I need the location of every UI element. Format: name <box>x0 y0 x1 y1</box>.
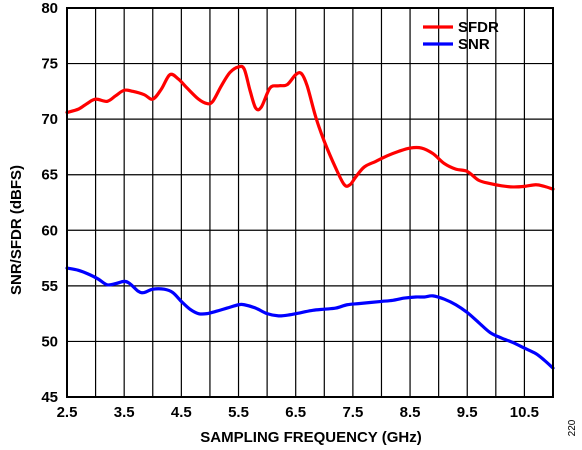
y-tick-label: 75 <box>41 56 58 73</box>
x-tick-label: 4.5 <box>171 404 192 421</box>
x-tick-label: 9.5 <box>457 404 478 421</box>
gridlines <box>66 7 554 398</box>
x-tick-label: 6.5 <box>285 404 306 421</box>
x-tick-label: 7.5 <box>342 404 363 421</box>
y-tick-label: 45 <box>41 389 58 406</box>
figure-id: 220 <box>567 419 578 436</box>
y-tick-label: 50 <box>41 333 58 350</box>
plot-frame <box>66 7 554 398</box>
y-tick-label: 80 <box>41 0 58 17</box>
x-tick-label: 2.5 <box>57 404 78 421</box>
x-tick-label: 5.5 <box>228 404 249 421</box>
x-tick-label: 8.5 <box>400 404 421 421</box>
legend-label-sfdr: SFDR <box>458 19 499 36</box>
series-line-sfdr <box>65 64 555 191</box>
series-line-snr <box>65 266 555 370</box>
x-tick-label: 3.5 <box>114 404 135 421</box>
series-lines <box>65 64 555 370</box>
x-axis-title: SAMPLING FREQUENCY (GHz) <box>200 429 421 446</box>
y-tick-label: 60 <box>41 222 58 239</box>
x-tick-labels: 2.5 3.5 4.5 5.5 6.5 7.5 8.5 9.5 10.5 <box>57 404 539 421</box>
y-tick-label: 70 <box>41 111 58 128</box>
legend-label-snr: SNR <box>458 36 490 53</box>
x-tick-label: 10.5 <box>510 404 539 421</box>
y-tick-labels: 45 50 55 60 65 70 75 80 <box>41 0 58 406</box>
y-tick-label: 65 <box>41 167 58 184</box>
y-tick-label: 55 <box>41 278 58 295</box>
y-axis-title: SNR/SFDR (dBFS) <box>8 165 25 295</box>
